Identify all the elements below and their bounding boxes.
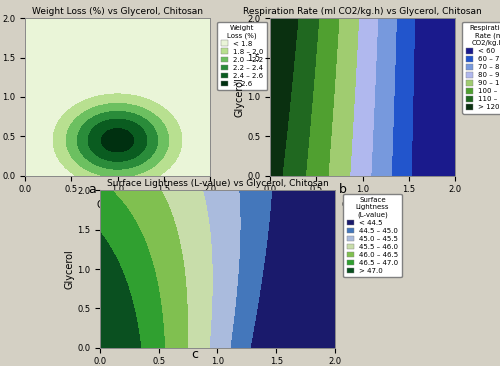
Y-axis label: Glycerol: Glycerol [64,249,74,289]
Text: a: a [88,183,96,196]
Title: Weight Loss (%) vs Glycerol, Chitosan: Weight Loss (%) vs Glycerol, Chitosan [32,7,203,16]
X-axis label: Chitosan: Chitosan [341,200,384,210]
Legend: < 44.5, 44.5 – 45.0, 45.0 – 45.5, 45.5 – 46.0, 46.0 – 46.5, 46.5 – 47.0, > 47.0: < 44.5, 44.5 – 45.0, 45.0 – 45.5, 45.5 –… [343,194,402,277]
Legend: < 60, 60 – 70, 70 – 80, 80 – 90, 90 – 100, 100 – 110, 110 – 120, > 120: < 60, 60 – 70, 70 – 80, 80 – 90, 90 – 10… [462,22,500,114]
Title: Surface Lightness (L-value) vs Glycerol, Chitosan: Surface Lightness (L-value) vs Glycerol,… [106,179,328,188]
Text: c: c [192,347,198,361]
Title: Respiration Rate (ml CO2/kg.h) vs Glycerol, Chitosan: Respiration Rate (ml CO2/kg.h) vs Glycer… [243,7,482,16]
X-axis label: Chitosan: Chitosan [96,200,139,210]
Y-axis label: Glycerol: Glycerol [234,77,244,117]
Text: b: b [338,183,346,196]
Legend: < 1.8, 1.8 – 2.0, 2.0 – 2.2, 2.2 – 2.4, 2.4 – 2.6, > 2.6: < 1.8, 1.8 – 2.0, 2.0 – 2.2, 2.2 – 2.4, … [217,22,267,90]
